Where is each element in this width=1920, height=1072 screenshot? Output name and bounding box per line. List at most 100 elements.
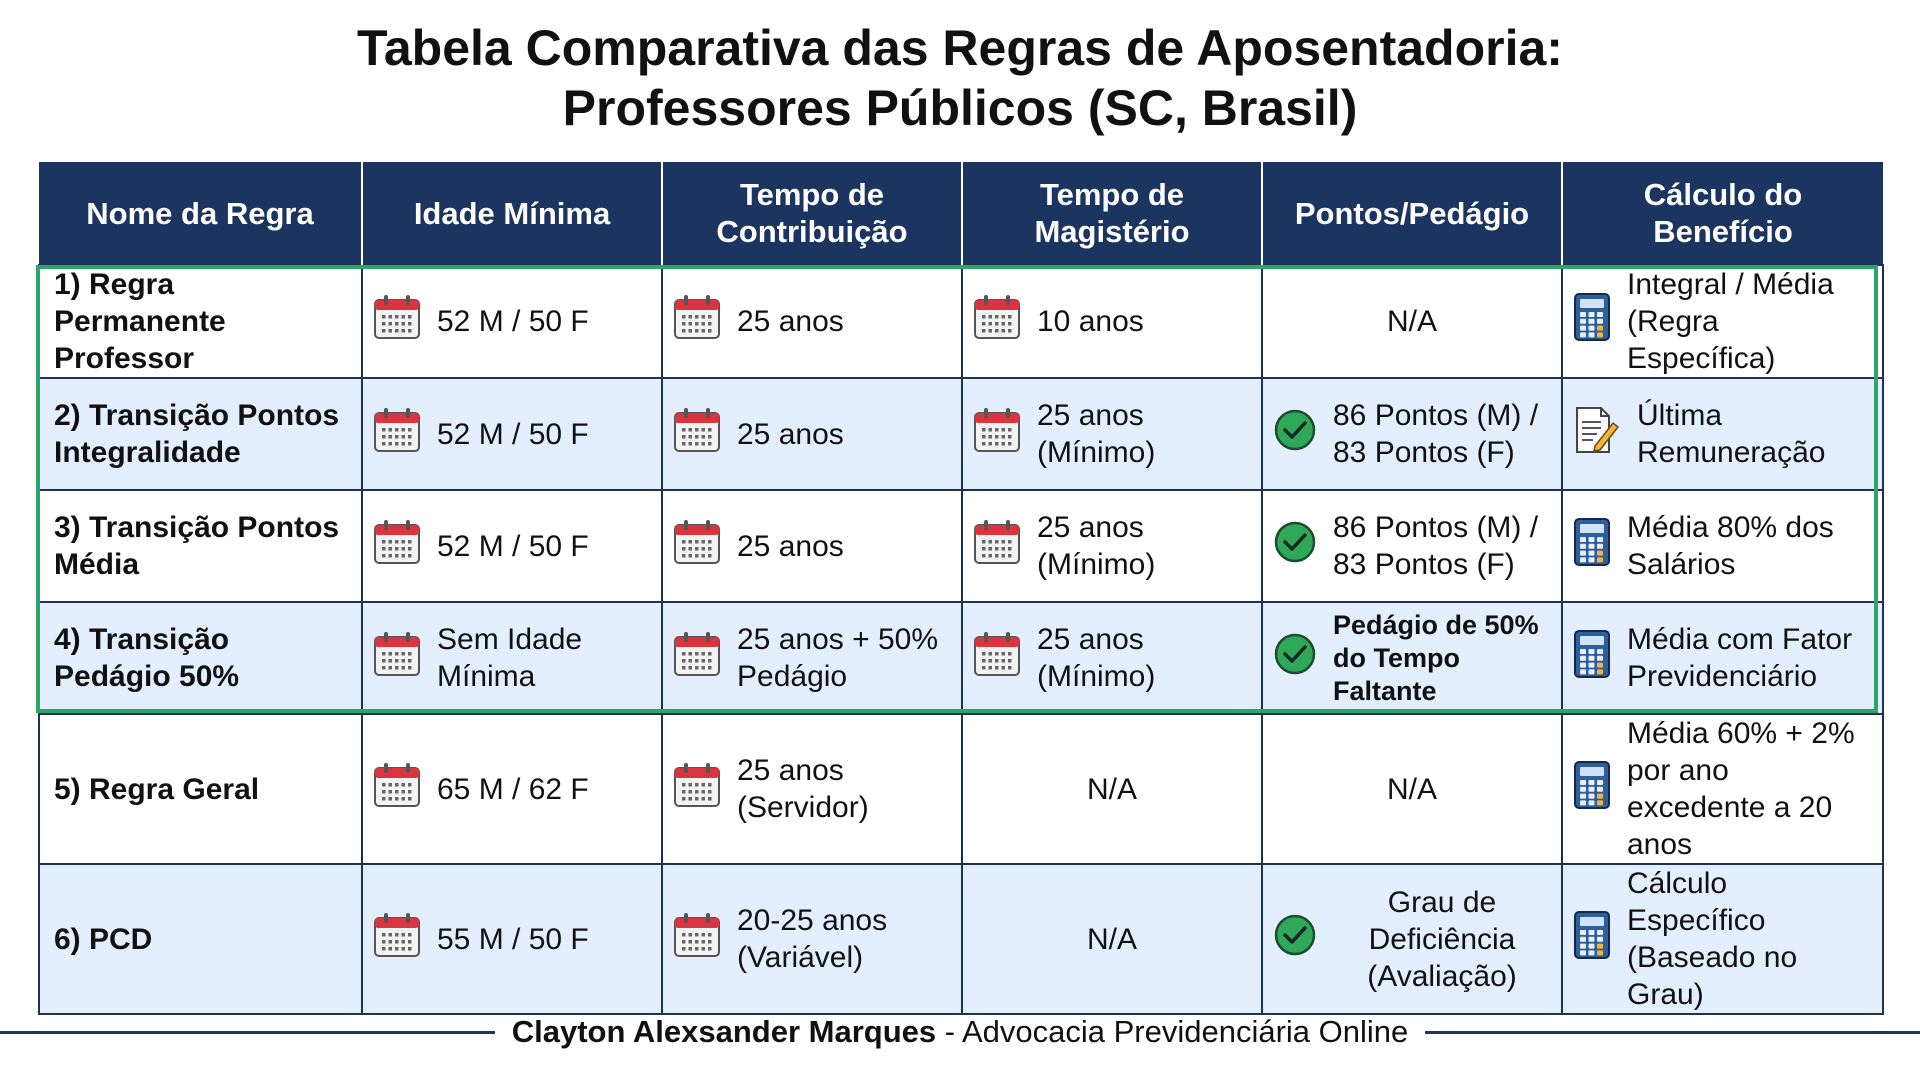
check-circle-icon (1273, 632, 1317, 685)
header-tempo-magisterio: Tempo de Magistério (962, 162, 1263, 265)
calendar-icon (673, 519, 721, 574)
footer-divider-right (1425, 1031, 1920, 1034)
table-row: 6) PCD 55 M / 50 F 20-25 anos (Variável)… (38, 863, 1884, 1015)
contribuicao-value: 25 anos + 50% Pedágio (737, 623, 938, 693)
idade-cell: 52 M / 50 F (361, 377, 663, 491)
footer-credit: Clayton Alexsander Marques - Advocacia P… (495, 1010, 1425, 1054)
magisterio-value: 10 anos (1037, 305, 1144, 338)
rule-name: 5) Regra Geral (38, 713, 363, 865)
table-row: 4) Transição Pedágio 50% Sem Idade Mínim… (38, 601, 1884, 715)
pontos-value: 86 Pontos (M) / 83 Pontos (F) (1333, 511, 1539, 581)
contribuicao-value: 25 anos (737, 305, 844, 338)
calculo-value: Média 60% + 2% por ano excedente a 20 an… (1627, 717, 1855, 861)
calendar-icon (673, 407, 721, 462)
calendar-icon (673, 631, 721, 686)
contribuicao-cell: 25 anos + 50% Pedágio (661, 601, 963, 715)
header-tempo-contribuicao: Tempo de Contribuição (662, 162, 963, 265)
calendar-icon (973, 407, 1021, 462)
calculo-value: Última Remuneração (1637, 399, 1826, 469)
calendar-icon (973, 519, 1021, 574)
magisterio-cell: 25 anos (Mínimo) (961, 377, 1263, 491)
calendar-icon (373, 631, 421, 686)
footer-divider-left (0, 1031, 495, 1034)
idade-value: 52 M / 50 F (437, 529, 589, 563)
calculator-icon (1573, 910, 1611, 969)
header-calculo-beneficio: Cálculo do Benefício (1562, 162, 1883, 265)
check-circle-icon (1273, 913, 1317, 966)
table-row: 3) Transição Pontos Média 52 M / 50 F 25… (38, 489, 1884, 603)
calendar-icon (373, 519, 421, 574)
pontos-cell: 86 Pontos (M) / 83 Pontos (F) (1261, 489, 1563, 603)
magisterio-cell: 10 anos (961, 264, 1263, 379)
idade-cell: 52 M / 50 F (361, 489, 663, 603)
calendar-icon (373, 762, 421, 817)
calculo-cell: Média 80% dos Salários (1561, 489, 1884, 603)
pontos-cell: N/A (1261, 264, 1563, 379)
check-circle-icon (1273, 408, 1317, 461)
rule-name: 3) Transição Pontos Média (38, 489, 363, 603)
contribuicao-value: 25 anos (Servidor) (737, 754, 869, 824)
calendar-icon (373, 407, 421, 462)
contribuicao-cell: 25 anos (661, 377, 963, 491)
comparison-table-wrapper: Nome da Regra Idade Mínima Tempo de Cont… (38, 162, 1884, 1015)
header-idade-minima: Idade Mínima (362, 162, 663, 265)
pontos-value: Grau de Deficiência (Avaliação) (1367, 885, 1517, 993)
magisterio-value: 25 anos (Mínimo) (1037, 399, 1156, 469)
title-line-2: Professores Públicos (SC, Brasil) (562, 80, 1358, 136)
table-row: 2) Transição Pontos Integralidade 52 M /… (38, 377, 1884, 491)
calculo-cell: Integral / Média (Regra Específica) (1561, 264, 1884, 379)
contribuicao-cell: 25 anos (Servidor) (661, 713, 963, 865)
calculo-cell: Última Remuneração (1561, 377, 1884, 491)
contribuicao-cell: 25 anos (661, 489, 963, 603)
document-edit-icon (1573, 405, 1621, 464)
table-header-row: Nome da Regra Idade Mínima Tempo de Cont… (39, 162, 1883, 265)
pontos-cell: Pedágio de 50% do Tempo Faltante (1261, 601, 1563, 715)
magisterio-cell: N/A (961, 863, 1263, 1015)
magisterio-cell: N/A (961, 713, 1263, 865)
pontos-value: 86 Pontos (M) / 83 Pontos (F) (1333, 399, 1539, 469)
footer-separator: - (936, 1014, 962, 1049)
footer-tagline: Advocacia Previdenciária Online (961, 1014, 1409, 1049)
idade-cell: Sem Idade Mínima (361, 601, 663, 715)
calculo-cell: Média 60% + 2% por ano excedente a 20 an… (1561, 713, 1884, 865)
calculo-value: Cálculo Específico (Baseado no Grau) (1627, 867, 1798, 1011)
calendar-icon (673, 294, 721, 349)
pontos-value: Pedágio de 50% do Tempo Faltante (1333, 609, 1539, 706)
table-row: 1) Regra Permanente Professor 52 M / 50 … (38, 264, 1884, 379)
rule-name: 2) Transição Pontos Integralidade (38, 377, 363, 491)
header-pontos-pedagio: Pontos/Pedágio (1262, 162, 1563, 265)
contribuicao-value: 20-25 anos (Variável) (737, 904, 888, 974)
page-title: Tabela Comparativa das Regras de Aposent… (0, 18, 1920, 138)
contribuicao-cell: 25 anos (661, 264, 963, 379)
calendar-icon (673, 912, 721, 967)
calendar-icon (673, 762, 721, 817)
calendar-icon (373, 912, 421, 967)
calculator-icon (1573, 760, 1611, 819)
rule-name: 6) PCD (38, 863, 363, 1015)
calendar-icon (973, 631, 1021, 686)
idade-cell: 52 M / 50 F (361, 264, 663, 379)
calendar-icon (973, 294, 1021, 349)
footer: Clayton Alexsander Marques - Advocacia P… (0, 1010, 1920, 1054)
rule-name: 4) Transição Pedágio 50% (38, 601, 363, 715)
idade-cell: 65 M / 62 F (361, 713, 663, 865)
check-circle-icon (1273, 520, 1317, 573)
header-nome-da-regra: Nome da Regra (39, 162, 363, 265)
table-row: 5) Regra Geral 65 M / 62 F 25 anos (Serv… (38, 713, 1884, 865)
pontos-cell: N/A (1261, 713, 1563, 865)
idade-value: 65 M / 62 F (437, 772, 589, 806)
contribuicao-value: 25 anos (737, 529, 844, 563)
calculo-value: Média 80% dos Salários (1627, 511, 1834, 581)
idade-value: 52 M / 50 F (437, 417, 589, 451)
magisterio-value: 25 anos (Mínimo) (1037, 511, 1156, 581)
calculo-value: Média com Fator Previdenciário (1627, 623, 1853, 693)
calculo-value: Integral / Média (Regra Específica) (1627, 268, 1834, 375)
idade-cell: 55 M / 50 F (361, 863, 663, 1015)
calculo-cell: Cálculo Específico (Baseado no Grau) (1561, 863, 1884, 1015)
footer-author: Clayton Alexsander Marques (511, 1014, 937, 1049)
contribuicao-cell: 20-25 anos (Variável) (661, 863, 963, 1015)
calculator-icon (1573, 292, 1611, 351)
idade-value: Sem Idade Mínima (437, 623, 583, 693)
calculator-icon (1573, 629, 1611, 688)
rule-name: 1) Regra Permanente Professor (38, 264, 363, 379)
